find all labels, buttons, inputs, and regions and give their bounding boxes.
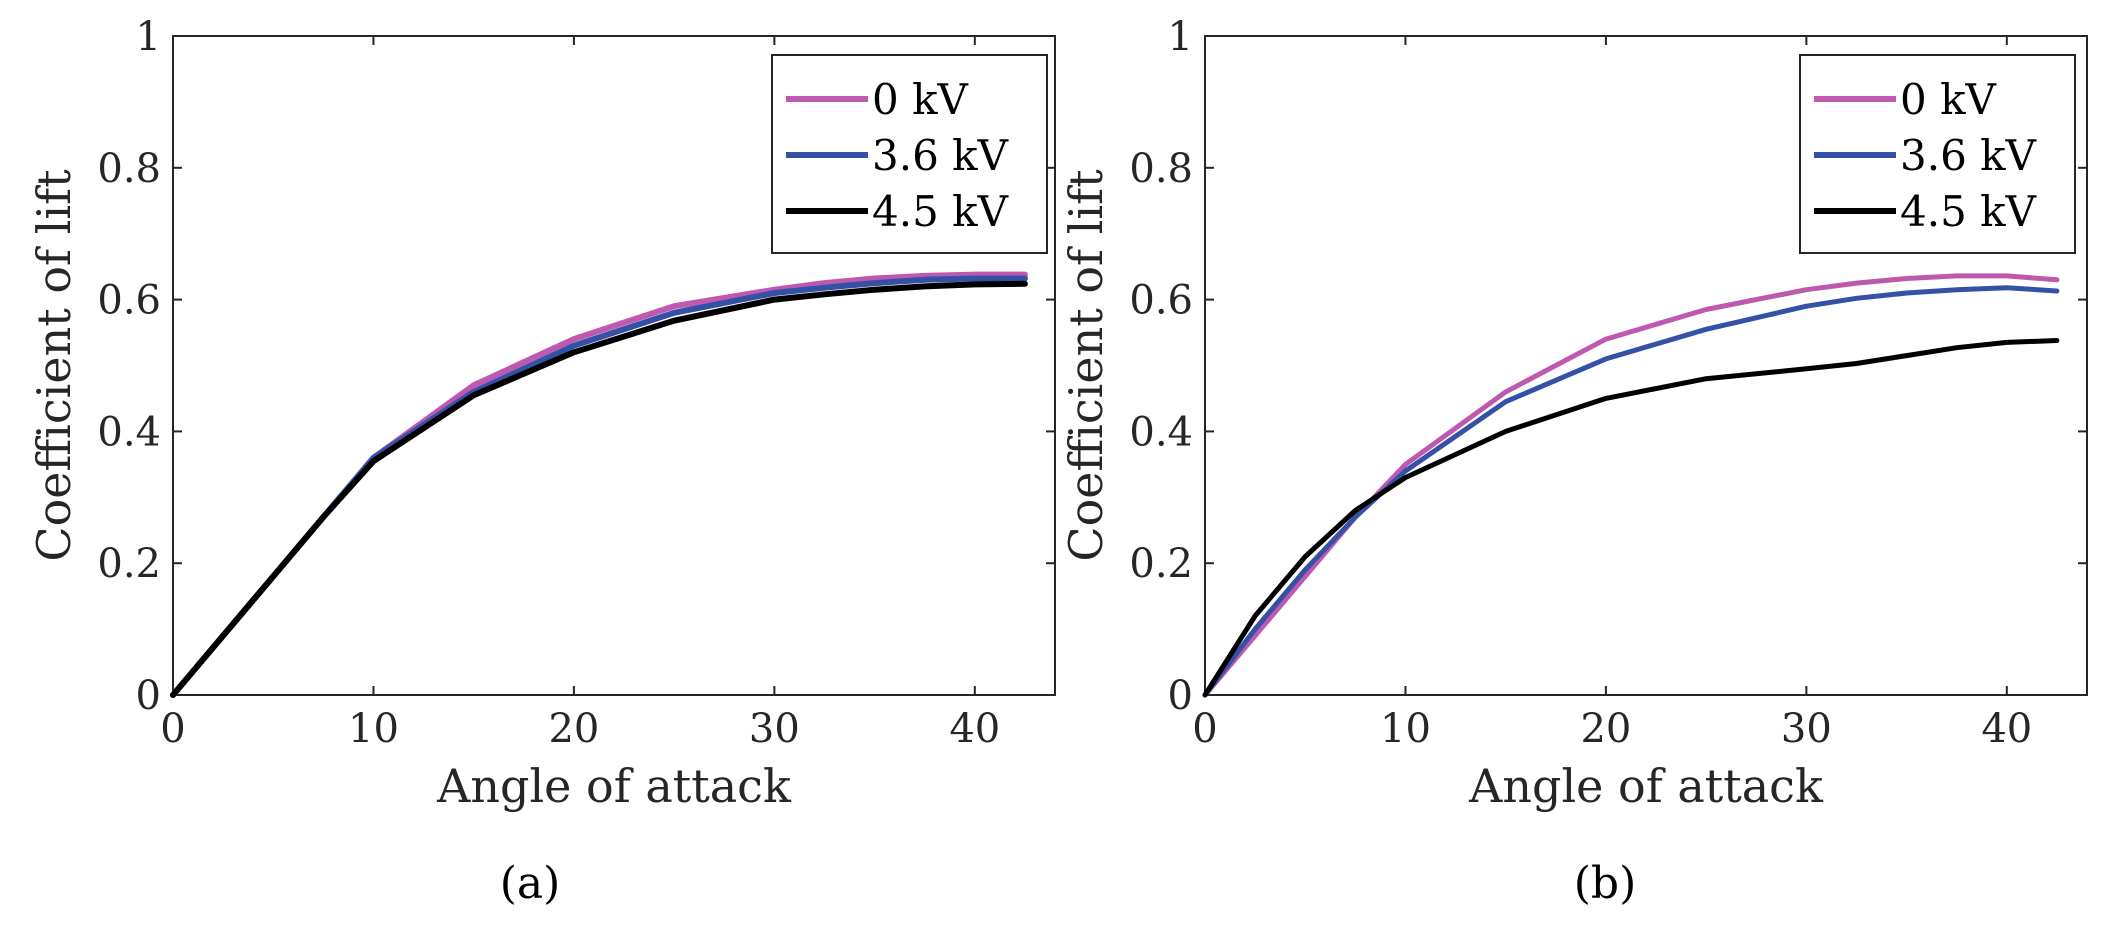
series-line-2 (170, 280, 1028, 698)
y-tick-label: 1 (136, 14, 161, 60)
y-tick-label: 0 (1168, 673, 1193, 719)
y-tick-label: 0.8 (97, 146, 161, 192)
x-tick-label: 0 (1192, 706, 1217, 752)
y-tick-label: 0.4 (1129, 409, 1193, 455)
x-tick-label: 40 (949, 706, 1000, 752)
y-tick-label: 0.2 (97, 541, 161, 587)
x-axis-label: Angle of attack (1468, 759, 1824, 813)
chart-panel-a: 0 10 20 30 40 0 0.2 0.4 0.6 0.8 1 Angle of attack Co… (27, 14, 1056, 909)
y-tick-label: 0.2 (1129, 541, 1193, 587)
axes-box (1204, 35, 2088, 696)
y-tick-label: 0 (136, 673, 161, 719)
x-tick-label: 20 (548, 706, 599, 752)
x-tick-label: 40 (1981, 706, 2032, 752)
legend: 0 kV 3.6 kV 4.5 kV (771, 54, 1048, 254)
y-axis-label: Coefficient of lift (27, 169, 81, 562)
series-line-1 (170, 275, 1028, 698)
y-axis-label: Coefficient of lift (1059, 169, 1113, 562)
legend-entry-0: 0 kV (872, 75, 969, 124)
legend: 0 kV 3.6 kV 4.5 kV (1799, 54, 2076, 254)
x-tick-label: 10 (348, 706, 399, 752)
panel-label: (b) (1574, 858, 1637, 909)
chart-panel-b: 0 10 20 30 40 0 0.2 0.4 0.6 0.8 1 Angle of attack Co… (1059, 14, 2088, 909)
legend-entry-2: 4.5 kV (872, 187, 1009, 236)
x-tick-label: 20 (1580, 706, 1631, 752)
y-tick-label: 0.6 (1129, 278, 1193, 324)
x-axis-label: Angle of attack (436, 759, 792, 813)
y-tick-label: 1 (1168, 14, 1193, 60)
legend-entry-1: 3.6 kV (1900, 131, 2037, 180)
x-tick-label: 30 (749, 706, 800, 752)
series-line-2 (1202, 338, 2060, 698)
y-tick-label: 0.4 (97, 409, 161, 455)
x-tick-label: 30 (1781, 706, 1832, 752)
x-tick-label: 0 (160, 706, 185, 752)
y-tick-label: 0.6 (97, 278, 161, 324)
y-tick-label: 0.8 (1129, 146, 1193, 192)
axes-box (172, 35, 1056, 696)
series-line-0 (1202, 273, 2060, 698)
panel-label: (a) (500, 858, 561, 909)
legend-entry-1: 3.6 kV (872, 131, 1009, 180)
legend-entry-0: 0 kV (1900, 75, 1997, 124)
x-tick-label: 10 (1380, 706, 1431, 752)
legend-entry-2: 4.5 kV (1900, 187, 2037, 236)
series-line-1 (1202, 285, 2060, 698)
